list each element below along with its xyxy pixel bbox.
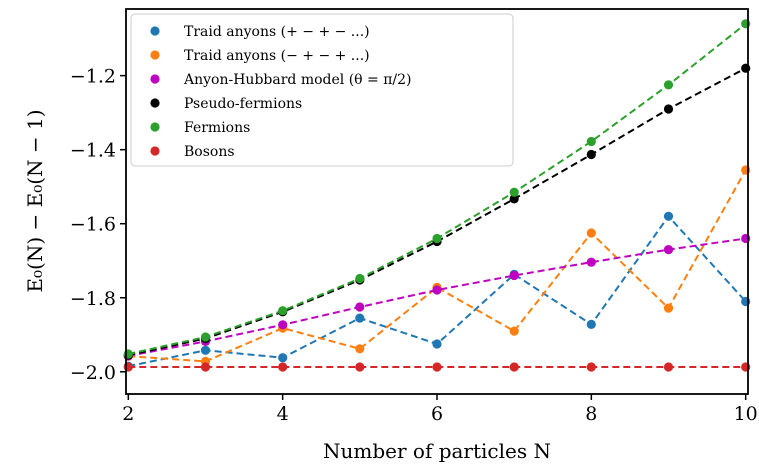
legend-marker	[150, 26, 160, 36]
data-point	[509, 194, 519, 204]
data-point	[355, 273, 365, 284]
data-point	[432, 362, 442, 372]
data-point	[586, 319, 596, 329]
data-point	[741, 19, 751, 29]
data-point	[586, 228, 596, 238]
series-line	[128, 237, 746, 357]
data-point	[509, 187, 519, 197]
x-tick-label: 10	[734, 403, 758, 425]
data-point	[278, 320, 288, 330]
x-axis-label: Number of particles N	[323, 439, 551, 463]
data-point	[741, 165, 751, 175]
legend-marker	[150, 122, 160, 132]
legend-label: Bosons	[184, 144, 235, 160]
y-tick-label: −1.2	[70, 66, 116, 88]
data-point	[355, 344, 365, 354]
legend-marker	[150, 146, 160, 156]
data-point	[741, 296, 751, 307]
data-point	[741, 233, 751, 244]
legend-label: Fermions	[184, 120, 250, 136]
data-point	[200, 362, 211, 372]
series-layer	[123, 19, 751, 372]
data-point	[278, 306, 288, 316]
data-point	[663, 80, 674, 90]
legend-label: Traid anyons (− + − + ...)	[184, 48, 370, 64]
data-point	[663, 211, 674, 221]
x-tick-label: 6	[431, 403, 443, 425]
data-point	[509, 362, 519, 372]
y-tick-label: −2.0	[70, 362, 116, 384]
legend-box	[130, 13, 514, 167]
data-point	[432, 285, 442, 295]
legend-label: Pseudo-fermions	[184, 96, 302, 112]
data-point	[586, 362, 596, 372]
data-point	[123, 349, 133, 359]
data-point	[586, 149, 596, 160]
data-point	[663, 104, 674, 114]
legend-marker	[150, 50, 160, 60]
data-point	[586, 136, 596, 147]
legend-marker	[150, 74, 160, 84]
ticks-layer: 2 4 6 8 10 −2.0 −1.8 −1.6 −1.4 −1.2	[70, 66, 758, 425]
y-axis-label: E₀(N) − E₀(N − 1)	[23, 109, 47, 292]
legend-label: Traid anyons (+ − + − ...)	[184, 24, 370, 40]
data-point	[278, 353, 288, 363]
series-line	[128, 169, 747, 363]
data-point	[663, 303, 674, 313]
legend-label: Anyon-Hubbard model (θ = π/2)	[183, 72, 412, 88]
x-tick-label: 2	[122, 403, 134, 425]
y-tick-label: −1.6	[70, 214, 116, 236]
series-1	[123, 165, 751, 366]
legend-items: Traid anyons (+ − + − ...) Traid anyons (…	[150, 24, 412, 160]
data-point	[741, 63, 751, 73]
data-point	[355, 362, 365, 372]
data-point	[663, 362, 674, 372]
legend-marker	[150, 98, 160, 108]
data-point	[509, 326, 519, 336]
data-point	[663, 245, 674, 255]
data-point	[432, 339, 442, 349]
series-5	[123, 362, 751, 372]
data-point	[509, 270, 519, 281]
data-point	[741, 362, 751, 372]
data-point	[200, 332, 211, 342]
y-tick-label: −1.8	[70, 288, 116, 310]
y-tick-label: −1.4	[70, 140, 116, 162]
x-tick-label: 8	[585, 403, 597, 425]
data-point	[432, 233, 442, 244]
data-point	[200, 345, 211, 355]
data-point	[355, 302, 365, 312]
data-point	[586, 257, 596, 267]
data-point	[355, 313, 365, 323]
data-point	[278, 362, 288, 372]
x-tick-label: 4	[277, 403, 289, 425]
legend: Traid anyons (+ − + − ...) Traid anyons (…	[130, 13, 514, 167]
data-point	[123, 362, 133, 372]
